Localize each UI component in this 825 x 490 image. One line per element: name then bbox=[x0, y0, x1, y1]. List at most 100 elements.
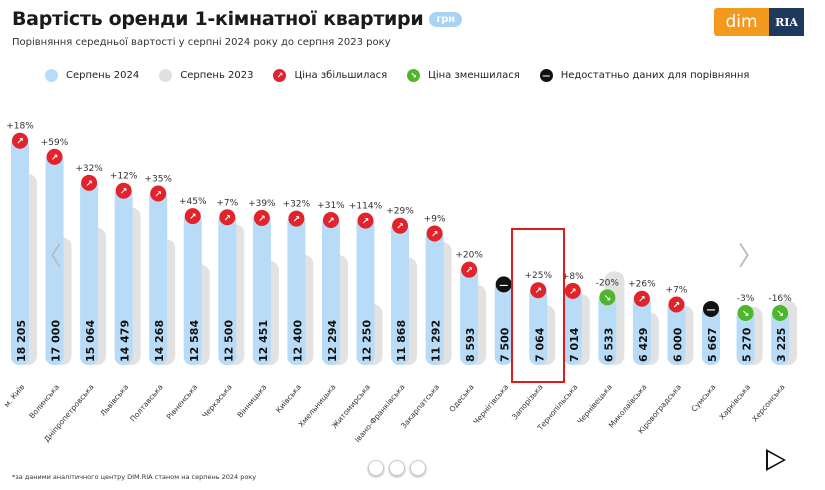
badge-glyph: ↗ bbox=[120, 187, 128, 197]
arrow-up-right-icon bbox=[115, 182, 132, 199]
bar-2024 bbox=[391, 221, 410, 365]
badge-glyph: ↗ bbox=[293, 215, 301, 225]
dim-ria-logo: dim RIA bbox=[714, 8, 804, 36]
value-label: 5 667 bbox=[706, 328, 719, 362]
value-label: 7 014 bbox=[568, 327, 581, 362]
arrow-up-right-icon bbox=[184, 208, 201, 225]
value-label: 12 250 bbox=[361, 320, 374, 362]
change-label: +7% bbox=[666, 285, 688, 295]
bar-2024 bbox=[771, 309, 790, 365]
change-label: +39% bbox=[248, 199, 276, 209]
page-dot-3[interactable] bbox=[410, 460, 426, 476]
change-label: +25% bbox=[524, 271, 552, 281]
value-label: 12 584 bbox=[188, 320, 201, 362]
change-label: +8% bbox=[562, 272, 584, 282]
bar-group: 12 500 ↗ +7% Черкаська bbox=[200, 198, 245, 420]
minus-icon bbox=[495, 276, 512, 293]
value-label: 6 533 bbox=[602, 328, 615, 362]
prev-arrow-icon[interactable]: 〈 bbox=[36, 242, 63, 272]
bar-2024 bbox=[632, 294, 651, 365]
change-label: +18% bbox=[6, 122, 34, 132]
badge-glyph: ↗ bbox=[673, 301, 681, 311]
value-label: 7 064 bbox=[533, 327, 546, 362]
category-label: Львівська bbox=[98, 383, 130, 418]
badge-glyph: ↗ bbox=[431, 230, 439, 240]
category-label: Волинська bbox=[27, 383, 61, 421]
play-icon[interactable] bbox=[766, 449, 786, 471]
chart-subtitle: Порівняння середньої вартості у серпні 2… bbox=[12, 37, 391, 48]
arrow-down-right-icon: ↘ bbox=[407, 69, 421, 82]
value-label: 12 400 bbox=[291, 320, 304, 362]
arrow-down-right-icon bbox=[772, 305, 789, 321]
category-label: Сумська bbox=[689, 383, 717, 414]
page-dot-1[interactable] bbox=[368, 460, 384, 476]
badge-glyph: ↗ bbox=[534, 287, 542, 297]
title-text: Вартість оренди 1-кімнатної квартири bbox=[12, 8, 424, 30]
arrow-up-right-icon bbox=[357, 212, 374, 229]
bar-2024 bbox=[80, 178, 99, 365]
arrow-up-right-icon bbox=[461, 261, 478, 278]
arrow-up-right-icon bbox=[530, 282, 547, 299]
arrow-down-right-icon bbox=[599, 289, 616, 306]
legend-label: Серпень 2024 bbox=[66, 70, 140, 81]
category-label: Полтавська bbox=[128, 383, 165, 424]
change-label: +29% bbox=[386, 207, 414, 217]
arrow-up-right-icon bbox=[392, 217, 409, 234]
category-label: Вінницька bbox=[235, 383, 268, 420]
badge-glyph: ↘ bbox=[604, 294, 612, 304]
bar-2024 bbox=[149, 189, 168, 365]
badge-glyph: ↗ bbox=[396, 222, 404, 232]
category-label: Чернігівська bbox=[471, 383, 510, 427]
arrow-up-right-icon: ↗ bbox=[273, 69, 287, 82]
value-label: 5 270 bbox=[741, 327, 754, 362]
legend-swatch-2023 bbox=[159, 69, 173, 82]
legend-item-2024: Серпень 2024 bbox=[45, 69, 139, 82]
badge-glyph: — bbox=[707, 305, 716, 315]
bar-2024 bbox=[494, 280, 513, 365]
value-label: 3 225 bbox=[775, 328, 788, 362]
bar-2024 bbox=[287, 214, 306, 365]
category-label: Чернівецька bbox=[575, 383, 614, 426]
bar-group: 5 270 ↘ -3% Харківська bbox=[717, 294, 763, 421]
category-label: Одеська bbox=[447, 383, 475, 414]
badge-glyph: ↗ bbox=[189, 213, 197, 223]
change-label: +20% bbox=[455, 251, 483, 261]
value-label: 14 479 bbox=[119, 320, 132, 362]
bar-2024 bbox=[321, 216, 340, 365]
arrow-up-right-icon bbox=[564, 282, 581, 299]
change-label: -3% bbox=[737, 294, 755, 304]
arrow-up-right-icon bbox=[426, 225, 443, 242]
badge-glyph: ↘ bbox=[742, 310, 750, 320]
bar-group: 12 584 ↗ +45% Рівненська bbox=[165, 197, 210, 421]
arrow-up-right-icon bbox=[633, 290, 650, 307]
bar-2024 bbox=[45, 152, 64, 365]
arrow-up-right-icon bbox=[46, 148, 63, 165]
value-label: 11 868 bbox=[395, 320, 408, 362]
page-dot-2[interactable] bbox=[389, 460, 405, 476]
legend-item-nodata: — Недостатньо даних для порівняння bbox=[539, 69, 749, 82]
category-label: м. Київ bbox=[2, 383, 26, 410]
bar-2024 bbox=[183, 212, 202, 365]
badge-glyph: ↗ bbox=[154, 190, 162, 200]
legend-label: Ціна збільшилася bbox=[294, 70, 388, 81]
value-label: 17 000 bbox=[50, 320, 63, 362]
badge-glyph: ↗ bbox=[362, 217, 370, 227]
arrow-down-right-icon bbox=[737, 305, 754, 321]
value-label: 14 268 bbox=[153, 320, 166, 362]
badge-glyph: ↗ bbox=[51, 153, 59, 163]
value-label: 6 000 bbox=[671, 327, 684, 362]
legend-item-decrease: ↘ Ціна зменшилася bbox=[407, 69, 520, 82]
change-label: +114% bbox=[349, 202, 383, 212]
badge-glyph: ↘ bbox=[776, 310, 784, 320]
legend-label: Серпень 2023 bbox=[180, 70, 254, 81]
value-label: 18 205 bbox=[15, 320, 28, 362]
arrow-up-right-icon bbox=[253, 209, 270, 226]
highlight-box bbox=[511, 228, 565, 383]
value-label: 12 500 bbox=[222, 320, 235, 362]
next-arrow-icon[interactable]: 〉 bbox=[738, 242, 765, 272]
badge-glyph: ↗ bbox=[224, 214, 232, 224]
change-label: +32% bbox=[283, 200, 311, 210]
change-label: +7% bbox=[216, 198, 238, 208]
category-label: Херсонська bbox=[750, 383, 786, 424]
badge-glyph: ↗ bbox=[16, 137, 24, 147]
